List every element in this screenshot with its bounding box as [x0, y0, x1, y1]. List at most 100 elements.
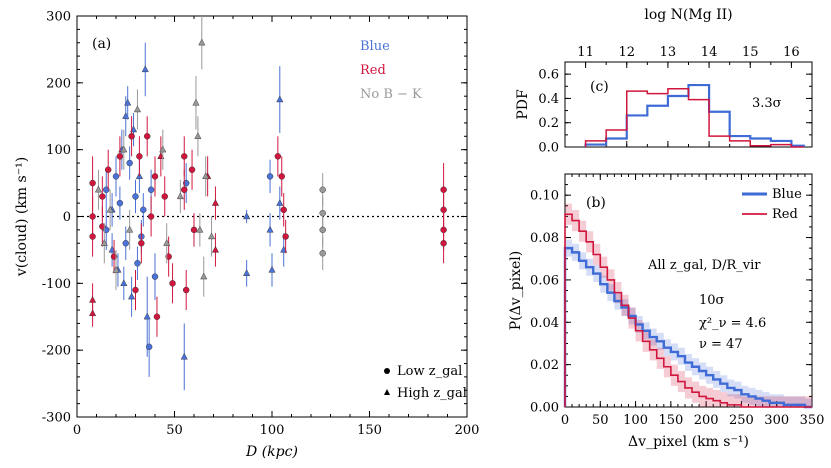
data-point-triangle: [266, 225, 274, 233]
data-point-triangle: [180, 352, 188, 360]
x-tick-label: 50: [592, 413, 609, 428]
y-axis-label: P(Δv_pixel): [508, 251, 524, 330]
y-tick-label: 0.2: [538, 116, 559, 131]
x-tick-label: 50: [166, 423, 183, 438]
panel-a: 0 50 100 150 200 -300 -200 -100 0 100 200 300 (a) D (…: [14, 10, 479, 461]
x-tick-label: 13: [660, 45, 677, 60]
data-point-triangle: [126, 225, 134, 233]
panel-label-c: (c): [590, 79, 609, 95]
data-point-circle: [278, 173, 285, 180]
data-point-triangle: [94, 185, 102, 193]
legend-color-label: Blue: [360, 39, 390, 54]
data-point-triangle: [208, 232, 216, 240]
data-point-triangle: [120, 279, 128, 286]
data-point-circle: [161, 193, 168, 200]
x-tick-label: 11: [577, 45, 594, 60]
x-tick-label: 200: [694, 413, 719, 428]
legend-color-label: Red: [360, 63, 386, 78]
data-point-circle: [116, 153, 124, 160]
x-tick-label: 15: [742, 45, 759, 60]
data-point-triangle: [194, 132, 202, 139]
data-point-triangle: [89, 309, 97, 317]
legend-label-blue: Blue: [772, 187, 802, 202]
annotation-nu: ν = 47: [699, 337, 743, 352]
y-tick-label: -100: [42, 277, 71, 292]
x-tick-label: 350: [800, 413, 825, 428]
data-point-triangle: [141, 65, 149, 73]
y-tick-label: 0.6: [538, 68, 559, 83]
data-point-triangle: [120, 145, 128, 153]
y-tick-label: 0.08: [530, 231, 559, 246]
data-point-triangle: [276, 199, 284, 206]
data-point-circle: [143, 133, 151, 140]
annotation-sigma: 10σ: [699, 293, 725, 308]
data-point-circle: [440, 240, 447, 247]
panel-c: 11 12 13 14 15 16 0.0 0.2 0.4 0.6 (c) log N(Mg II) 3…: [515, 7, 813, 156]
data-point-circle: [147, 213, 155, 220]
data-point-circle: [274, 153, 282, 160]
step-line-red: [564, 213, 812, 408]
data-point-circle: [116, 199, 124, 207]
data-point-circle: [126, 159, 133, 167]
data-point-triangle: [276, 95, 284, 103]
x-tick-label: 14: [701, 45, 718, 60]
data-point-triangle: [200, 272, 208, 280]
y-axis-label: PDF: [515, 89, 531, 120]
significance-annotation: 3.3σ: [752, 96, 782, 111]
data-point-circle: [181, 186, 188, 193]
legend-marker-label: High z_gal: [397, 386, 467, 401]
data-point-circle: [89, 179, 96, 187]
data-point-circle: [147, 186, 155, 193]
legend-color-label: No B − K: [360, 87, 422, 102]
x-tick-label: 16: [783, 45, 800, 60]
step-line-blue: [563, 246, 812, 409]
x-tick-label: 150: [658, 413, 683, 428]
x-tick-label: 200: [455, 423, 480, 438]
data-point-circle: [145, 343, 153, 351]
data-point-triangle: [268, 265, 276, 273]
x-tick-label: 12: [618, 45, 635, 60]
x-tick-label: 0: [73, 423, 81, 438]
data-point-circle: [151, 173, 159, 180]
y-tick-label: 0.00: [530, 401, 559, 416]
data-point-triangle: [159, 145, 167, 153]
data-point-triangle: [198, 38, 206, 46]
y-tick-label: 0.10: [530, 189, 559, 204]
legend-marker-label: Low z_gal: [397, 364, 462, 379]
y-tick-label: 0.0: [538, 141, 559, 156]
data-point-triangle: [124, 98, 132, 106]
data-point-circle: [99, 193, 106, 200]
data-point-circle: [190, 226, 198, 234]
y-tick-label: 0.04: [530, 316, 559, 331]
data-point-circle: [89, 233, 96, 240]
x-axis-label: D (kpc): [245, 444, 298, 460]
x-tick-label: 150: [357, 423, 382, 438]
data-point-triangle: [128, 292, 136, 300]
y-tick-label: -200: [42, 344, 71, 359]
series-blue: [103, 42, 288, 391]
data-point-triangle: [196, 225, 204, 233]
data-point-circle: [153, 313, 161, 320]
data-point-triangle: [176, 192, 184, 200]
error-band-red: [565, 203, 812, 407]
data-point-triangle: [112, 265, 120, 273]
series-nobk: [94, 16, 326, 297]
y-tick-label: 0.4: [538, 92, 559, 107]
data-point-circle: [182, 286, 190, 294]
step-line-red: [584, 87, 804, 148]
data-point-triangle: [211, 199, 219, 206]
data-point-circle: [280, 206, 287, 214]
x-tick-label: 300: [764, 413, 789, 428]
data-point-triangle: [211, 245, 219, 253]
legend-triangle-marker: [384, 389, 390, 395]
panel-label-b: (b): [586, 195, 606, 211]
panel-b: 0 50 100 150 200 250 300 350 0.00 0.02 0.04 0.06 0.0…: [508, 173, 825, 450]
y-axis-label: v(cloud) (km s⁻¹): [14, 157, 30, 277]
legend-circle-marker: [384, 368, 390, 374]
data-point-circle: [112, 173, 120, 180]
data-point-triangle: [163, 239, 171, 246]
data-point-triangle: [133, 105, 141, 113]
y-tick-label: -300: [42, 411, 71, 426]
x-tick-label: 250: [729, 413, 754, 428]
data-point-circle: [140, 206, 147, 214]
